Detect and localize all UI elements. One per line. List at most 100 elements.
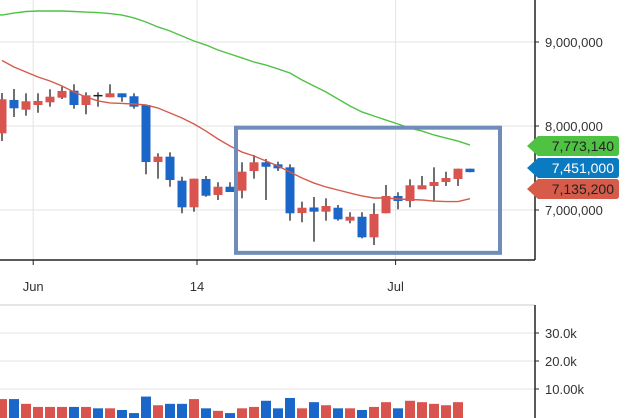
candle-body — [429, 182, 439, 186]
axes: Jun 14 Jul 30.0k 20.0k 10.00k — [0, 0, 585, 418]
long-moving-average-line — [0, 10, 471, 146]
candle-body — [225, 186, 235, 193]
candle-body — [117, 93, 127, 98]
time-tick-label: Jun — [23, 279, 44, 294]
candle-body — [465, 168, 475, 173]
candle-body — [9, 99, 19, 109]
volume-bar — [321, 405, 331, 418]
ma-long-flag-label: 7,773,140 — [552, 138, 614, 154]
candle-body — [57, 90, 67, 98]
volume-bar — [285, 397, 295, 418]
candle-body — [129, 96, 139, 107]
price-flags: 7,773,140 7,451,000 7,135,200 — [527, 136, 619, 199]
candle-body — [201, 179, 211, 196]
volume-bar — [273, 408, 283, 418]
volume-bar — [81, 406, 91, 418]
price-tick-label: 9,000,000 — [545, 35, 603, 50]
volume-bar — [69, 406, 79, 418]
candle-body — [261, 162, 271, 167]
volume-bar — [213, 410, 223, 418]
volume-bar — [369, 406, 379, 418]
highlight-box — [234, 125, 502, 255]
candle-body — [93, 94, 103, 97]
time-tick-label: 14 — [190, 279, 204, 294]
volume-bar — [57, 406, 67, 418]
volume-bar — [297, 408, 307, 418]
candle-body — [297, 207, 307, 214]
volume-bar — [309, 402, 319, 418]
volume-bar — [105, 408, 115, 418]
candle-body — [357, 216, 367, 238]
candle-body — [165, 156, 175, 181]
candle-body — [213, 186, 223, 195]
volume-bar — [9, 399, 19, 418]
candle-body — [321, 205, 331, 212]
ma-short-flag — [527, 179, 619, 199]
volume-bar — [381, 402, 391, 418]
ma-long-flag — [527, 136, 619, 156]
volume-bar — [201, 408, 211, 418]
volume-bar — [405, 400, 415, 418]
volume-bar — [393, 408, 403, 418]
volume-tick-label: 30.0k — [545, 326, 577, 341]
price-axis-labels: 9,000,000 8,000,000 7,000,000 — [535, 35, 603, 218]
volume-bar — [153, 405, 163, 418]
candle-body — [237, 171, 247, 191]
candle-body — [285, 167, 295, 214]
volume-bar — [0, 399, 7, 418]
candle-body — [153, 156, 163, 163]
candle-body — [381, 195, 391, 214]
volume-bar — [261, 400, 271, 418]
last-price-flag-label: 7,451,000 — [552, 160, 614, 176]
volume-bar — [345, 408, 355, 418]
volume-bar — [357, 410, 367, 418]
volume-bar — [417, 402, 427, 418]
volume-bar — [21, 403, 31, 418]
grid — [0, 0, 535, 390]
volume-bar — [237, 408, 247, 418]
highlight — [234, 125, 502, 255]
last-price-flag — [527, 158, 619, 178]
volume-bar — [177, 403, 187, 418]
volume-panel — [0, 396, 463, 418]
volume-bar — [165, 403, 175, 418]
volume-tick-label: 20.0k — [545, 354, 577, 369]
volume-bar — [249, 406, 259, 418]
volume-tick-label: 10.00k — [545, 382, 585, 397]
candle-body — [309, 207, 319, 212]
volume-bar — [93, 408, 103, 418]
candle-body — [21, 101, 31, 110]
volume-bar — [129, 413, 139, 418]
time-tick-label: Jul — [387, 279, 404, 294]
candle-body — [345, 216, 355, 221]
volume-bar — [441, 405, 451, 418]
price-tick-label: 8,000,000 — [545, 119, 603, 134]
candle-body — [81, 95, 91, 105]
candle-body — [369, 214, 379, 238]
volume-bar — [33, 406, 43, 418]
candle-body — [105, 93, 115, 98]
candle-body — [441, 177, 451, 183]
candle-body — [177, 180, 187, 208]
candle-body — [141, 105, 151, 163]
volume-bar — [141, 396, 151, 418]
volume-bar — [225, 413, 235, 418]
candle-body — [0, 99, 7, 134]
candle-body — [417, 185, 427, 190]
candle-body — [249, 162, 259, 172]
volume-bar — [453, 402, 463, 418]
volume-bar — [45, 406, 55, 418]
price-tick-label: 7,000,000 — [545, 203, 603, 218]
volume-bar — [429, 403, 439, 418]
candle-body — [45, 96, 55, 103]
candle-body — [189, 178, 199, 208]
candle-body — [333, 207, 343, 220]
volume-bar — [117, 410, 127, 418]
volume-bar — [333, 408, 343, 418]
candle-body — [69, 90, 79, 105]
candle-body — [33, 100, 43, 105]
candle-body — [453, 168, 463, 180]
candle-body — [405, 185, 415, 202]
volume-bar — [189, 399, 199, 418]
